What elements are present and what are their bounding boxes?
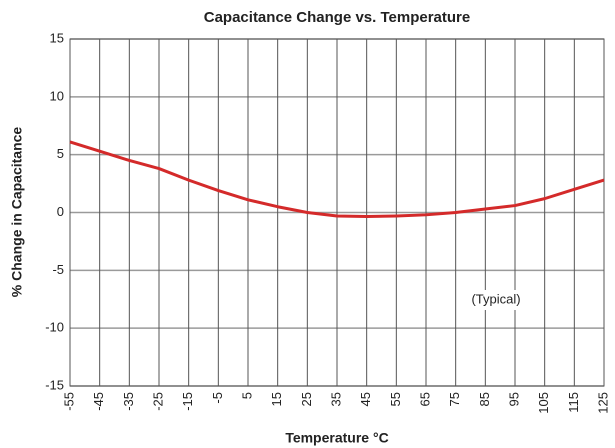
x-tick-label: 5 — [239, 392, 254, 399]
x-tick-label: -15 — [180, 392, 195, 411]
x-tick-label: 85 — [477, 392, 492, 406]
annotation-bg — [458, 290, 534, 310]
y-axis-label: % Change in Capacitance — [9, 127, 25, 298]
x-tick-label: 15 — [269, 392, 284, 406]
x-tick-label: -55 — [61, 392, 76, 411]
plot-border — [69, 38, 605, 387]
x-axis-label: Temperature °C — [285, 430, 388, 446]
x-tick-label: 25 — [299, 392, 314, 406]
x-tick-label: 95 — [506, 392, 521, 406]
x-tick-label: 115 — [566, 392, 581, 413]
y-tick-label: -10 — [45, 320, 64, 335]
x-tick-label: 125 — [595, 392, 610, 414]
y-tick-label: 10 — [50, 88, 64, 103]
data-line — [69, 140, 605, 219]
x-tick-label: -25 — [150, 392, 165, 411]
annotation: (Typical) — [471, 291, 520, 306]
x-tick-label: 75 — [447, 392, 462, 406]
x-tick-label: -5 — [210, 392, 225, 404]
y-tick-label: -15 — [45, 377, 64, 392]
chart-title: Capacitance Change vs. Temperature — [204, 9, 470, 26]
y-tick-label: 5 — [57, 146, 64, 161]
x-tick-label: 55 — [388, 392, 403, 406]
x-tick-label: 45 — [358, 392, 373, 406]
x-tick-label: 35 — [328, 392, 343, 406]
y-tick-label: 15 — [50, 30, 64, 45]
x-tick-label: 65 — [417, 392, 432, 406]
y-tick-label: 0 — [57, 204, 64, 219]
x-tick-label: -35 — [121, 392, 136, 411]
x-tick-label: 105 — [536, 392, 551, 414]
x-tick-label: -45 — [91, 392, 106, 411]
y-tick-label: -5 — [52, 262, 64, 277]
